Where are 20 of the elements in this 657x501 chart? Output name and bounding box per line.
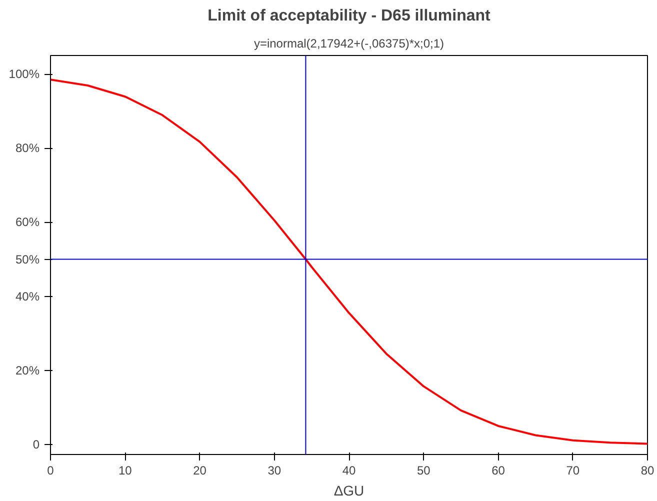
y-tick-label: 50% xyxy=(15,252,40,266)
y-tick-label: 60% xyxy=(15,215,40,230)
x-axis-title: ΔGU xyxy=(334,482,364,498)
x-tick-label: 60 xyxy=(492,464,506,478)
y-tick-label: 80% xyxy=(15,141,40,156)
chart-subtitle: y=inormal(2,17942+(-,06375)*x;0;1) xyxy=(254,36,444,50)
chart-title: Limit of acceptability - D65 illuminant xyxy=(208,8,492,24)
x-tick-label: 10 xyxy=(118,464,132,478)
x-tick-label: 0 xyxy=(47,464,54,478)
line-series xyxy=(50,78,648,445)
x-tick-label: 50 xyxy=(416,464,431,478)
y-tick-label: 20% xyxy=(15,363,40,378)
x-tick-label: 30 xyxy=(268,464,282,478)
y-tick-label: 100% xyxy=(8,67,40,82)
x-tick-label: 70 xyxy=(566,464,580,478)
x-tick-label: 40 xyxy=(342,464,356,478)
x-tick-label: 20 xyxy=(193,464,207,478)
x-tick-label: 80 xyxy=(640,464,654,478)
y-tick-label: 0 xyxy=(32,437,40,452)
y-tick-label: 40% xyxy=(15,289,40,304)
